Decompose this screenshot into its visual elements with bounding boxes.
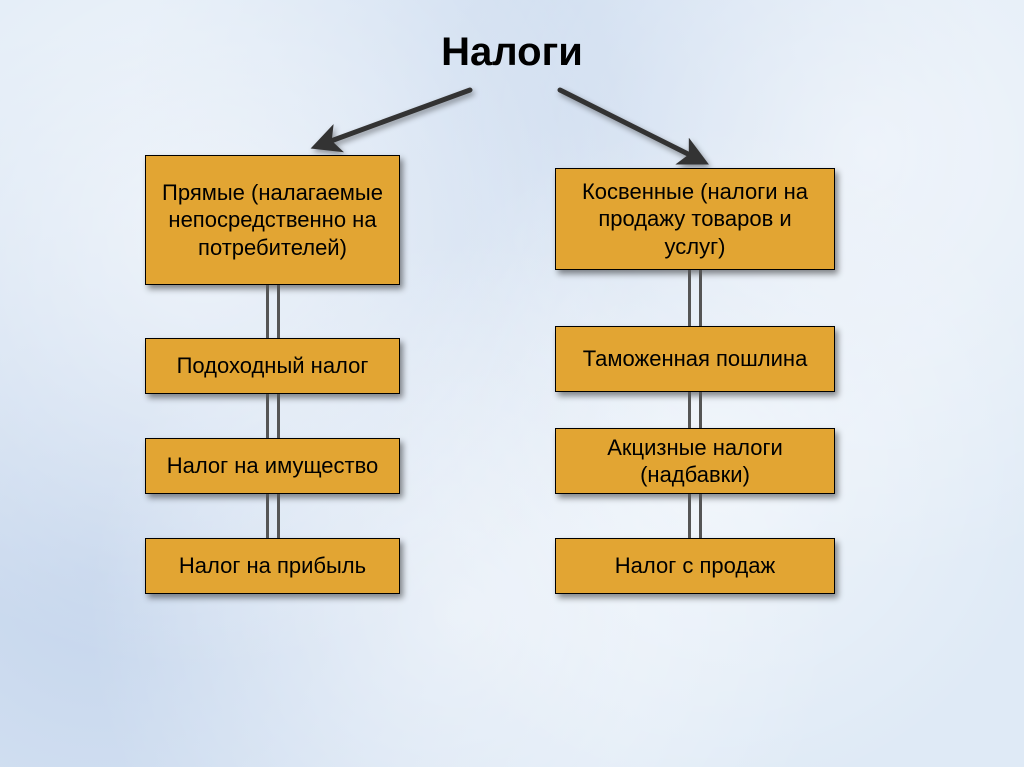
- right-item-0-label: Таможенная пошлина: [583, 345, 808, 373]
- left-item-1-label: Налог на имущество: [167, 452, 379, 480]
- arrow-left: [300, 70, 490, 165]
- diagram-canvas: Налоги Прямые (налагаемые непосредственн…: [0, 0, 1024, 767]
- right-item-1-box: Акцизные налоги (надбавки): [555, 428, 835, 494]
- arrow-right: [540, 70, 720, 180]
- right-item-2-label: Налог с продаж: [615, 552, 775, 580]
- left-header-label: Прямые (налагаемые непосредственно на по…: [156, 179, 389, 262]
- right-item-2-box: Налог с продаж: [555, 538, 835, 594]
- right-item-1-label: Акцизные налоги (надбавки): [566, 434, 824, 489]
- left-item-0-label: Подоходный налог: [177, 352, 369, 380]
- page-title: Налоги: [0, 30, 1024, 75]
- left-item-1-box: Налог на имущество: [145, 438, 400, 494]
- right-item-0-box: Таможенная пошлина: [555, 326, 835, 392]
- left-header-box: Прямые (налагаемые непосредственно на по…: [145, 155, 400, 285]
- right-header-label: Косвенные (налоги на продажу товаров и у…: [566, 178, 824, 261]
- left-item-0-box: Подоходный налог: [145, 338, 400, 394]
- left-item-2-label: Налог на прибыль: [179, 552, 366, 580]
- left-item-2-box: Налог на прибыль: [145, 538, 400, 594]
- right-header-box: Косвенные (налоги на продажу товаров и у…: [555, 168, 835, 270]
